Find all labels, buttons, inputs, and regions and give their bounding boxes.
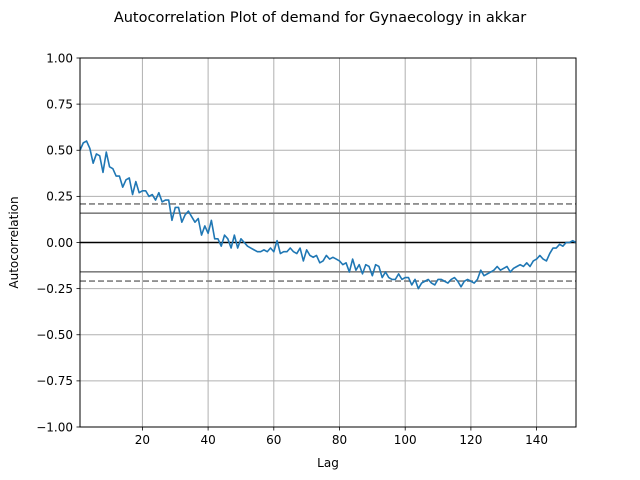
x-tick-label: 100 [394, 433, 417, 447]
y-tick-label: 1.00 [46, 51, 73, 65]
x-tick-label: 140 [525, 433, 548, 447]
y-tick-label: 0.75 [46, 97, 73, 111]
x-tick-label: 60 [266, 433, 281, 447]
x-tick-label: 120 [459, 433, 482, 447]
y-axis-label: Autocorrelation [7, 196, 21, 288]
y-tick-label: −0.50 [36, 328, 73, 342]
chart-title: Autocorrelation Plot of demand for Gynae… [114, 10, 526, 26]
autocorrelation-series-line [79, 140, 577, 290]
y-tick-label: −0.75 [36, 374, 73, 388]
series-layer [79, 140, 577, 290]
y-tick-label: 0.00 [46, 236, 73, 250]
y-tick-label: 0.25 [46, 190, 73, 204]
reference-lines [80, 203, 576, 282]
x-tick-label: 40 [200, 433, 215, 447]
axis-ticks: 20 40 60 80 100 120 140 1.00 0.75 0.50 0.25 0.00 −0.… [36, 51, 548, 447]
x-tick-label: 80 [332, 433, 347, 447]
y-tick-label: −0.25 [36, 282, 73, 296]
x-axis-label: Lag [317, 456, 339, 470]
x-tick-label: 20 [135, 433, 150, 447]
y-tick-label: −1.00 [36, 420, 73, 434]
y-tick-label: 0.50 [46, 144, 73, 158]
